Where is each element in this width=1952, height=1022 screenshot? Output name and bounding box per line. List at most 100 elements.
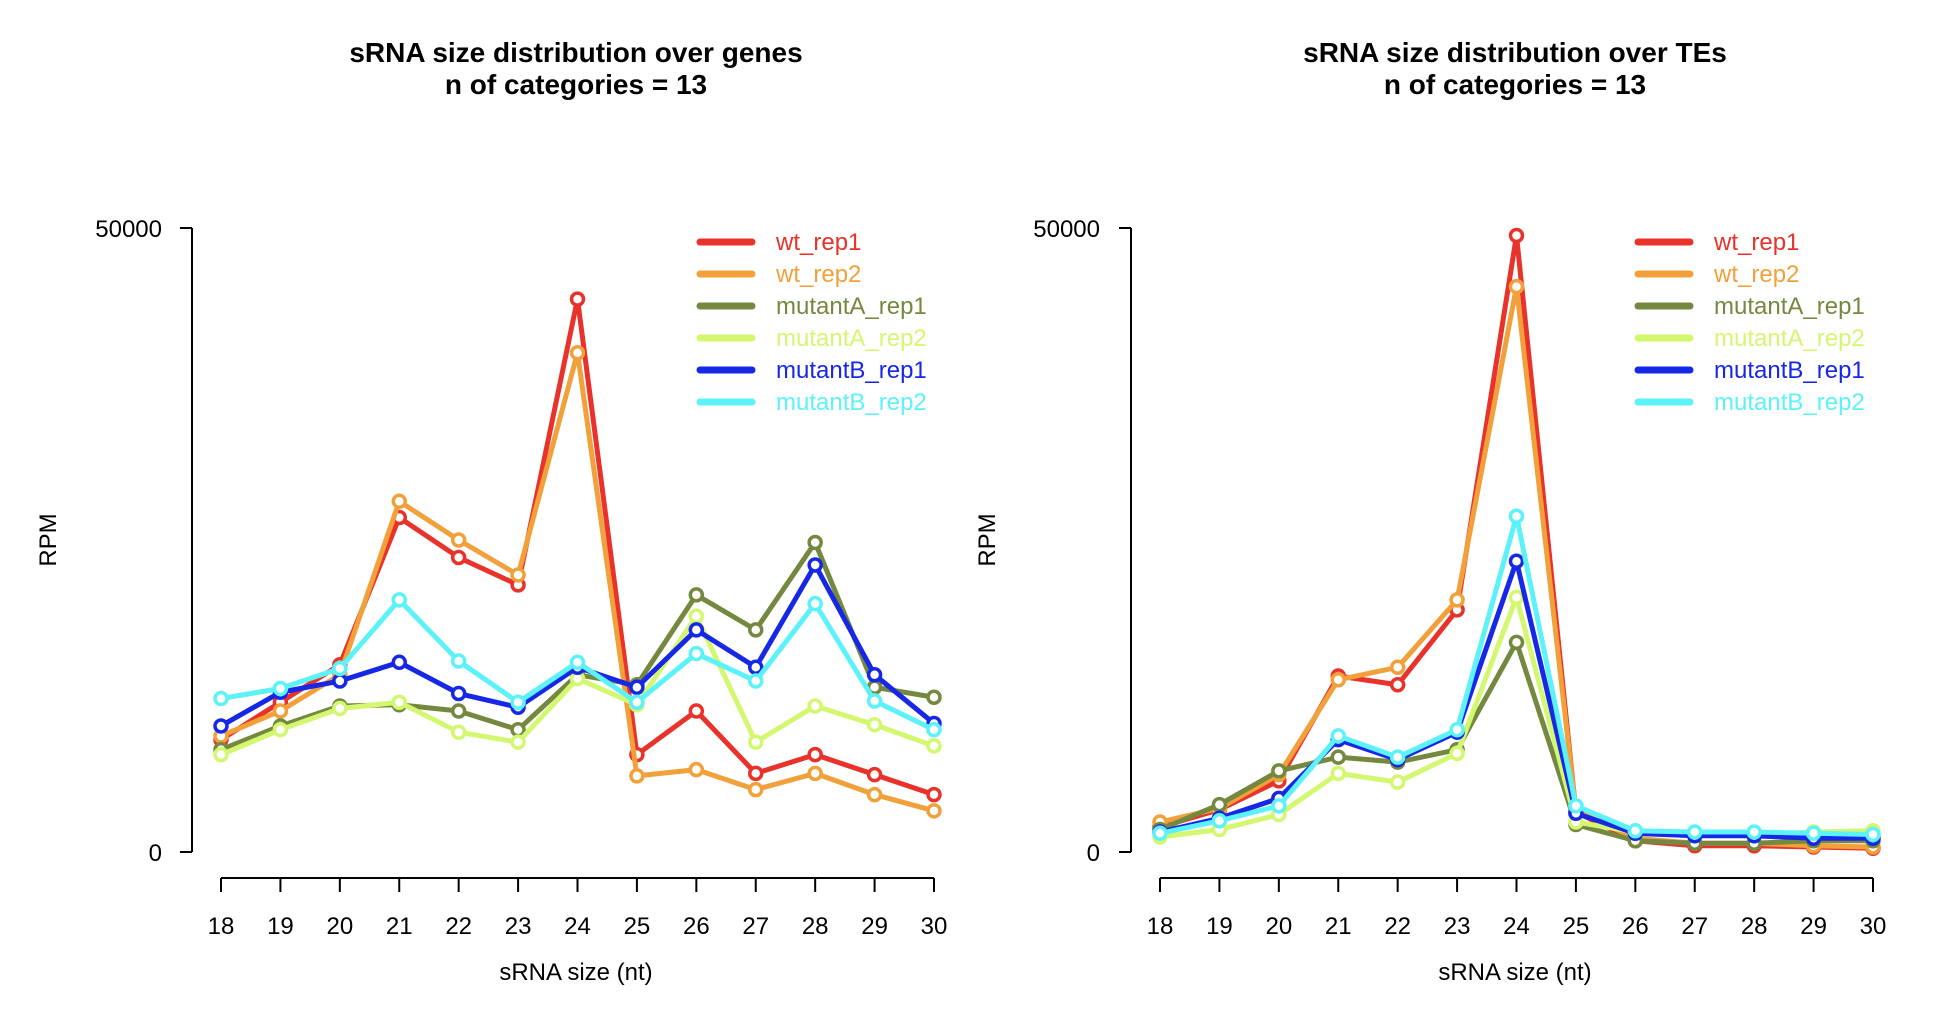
data-point-mutantA_rep2 xyxy=(1389,774,1406,790)
legend: wt_rep1 wt_rep2 mutantA_rep1 mutantA_rep2mu… xyxy=(1634,229,1865,416)
legend-label: wt_rep1 xyxy=(775,229,861,256)
data-point-mutantB_rep2 xyxy=(213,690,229,707)
data-point-wt_rep2 xyxy=(926,803,942,819)
data-point-wt_rep1 xyxy=(450,549,467,566)
data-point-wt_rep1 xyxy=(807,746,823,763)
data-point-mutantA_rep2 xyxy=(1330,765,1346,782)
data-point-mutantA_rep1 xyxy=(926,689,942,705)
data-point-mutantA_rep2 xyxy=(391,694,407,710)
data-point-wt_rep2 xyxy=(1389,659,1406,676)
data-point-mutantA_rep1 xyxy=(510,721,526,738)
x-tick-label: 28 xyxy=(802,913,829,940)
data-point-wt_rep2 xyxy=(272,703,289,719)
data-point-mutantB_rep2 xyxy=(1568,798,1584,814)
x-tick-label: 30 xyxy=(921,913,948,940)
data-point-mutantB_rep2 xyxy=(748,673,764,689)
data-point-mutantA_rep1 xyxy=(1508,634,1525,651)
data-point-mutantB_rep2 xyxy=(807,595,823,612)
legend-label: mutantA_rep1 xyxy=(776,293,927,320)
x-tick-label: 23 xyxy=(1444,913,1471,940)
legend-label: mutantB_rep2 xyxy=(1714,389,1865,416)
legend-label: wt_rep1 xyxy=(1713,229,1799,256)
data-point-wt_rep2 xyxy=(688,761,705,778)
data-point-mutantA_rep2 xyxy=(1508,589,1525,606)
data-point-wt_rep2 xyxy=(748,781,764,798)
data-point-mutantA_rep2 xyxy=(748,734,764,750)
data-point-mutantB_rep2 xyxy=(1508,508,1525,525)
data-point-wt_rep2 xyxy=(1508,278,1525,295)
data-point-mutantA_rep2 xyxy=(332,700,348,717)
legend-label: wt_rep2 xyxy=(1713,261,1799,288)
data-point-mutantA_rep1 xyxy=(450,703,467,719)
data-point-wt_rep2 xyxy=(807,765,823,782)
chart-title: sRNA size distribution over genes xyxy=(349,37,802,68)
data-point-wt_rep2 xyxy=(866,786,883,803)
x-tick-label: 29 xyxy=(1800,913,1827,940)
x-tick-label: 27 xyxy=(1681,913,1708,940)
data-point-mutantB_rep1 xyxy=(629,679,645,696)
data-point-wt_rep1 xyxy=(926,786,942,803)
x-tick-label: 22 xyxy=(445,913,472,940)
legend-label: wt_rep2 xyxy=(775,261,861,288)
data-point-wt_rep1 xyxy=(569,291,586,307)
x-tick-label: 26 xyxy=(683,913,710,940)
data-point-wt_rep2 xyxy=(569,345,586,361)
data-point-wt_rep1 xyxy=(748,765,764,782)
x-tick-label: 18 xyxy=(208,913,235,940)
y-tick-label: 50000 xyxy=(95,216,162,243)
legend-label: mutantB_rep2 xyxy=(776,389,927,416)
legend-label: mutantA_rep2 xyxy=(776,325,927,352)
y-axis-label: RPM xyxy=(974,513,1001,566)
data-point-mutantB_rep2 xyxy=(1330,728,1346,744)
data-point-mutantB_rep1 xyxy=(688,622,705,638)
legend-label: mutantA_rep2 xyxy=(1714,325,1865,352)
x-axis-ticks: 18 19 20 21 22 23 24 25 26 27 28 29 30 xyxy=(208,878,948,940)
data-point-mutantA_rep1 xyxy=(1271,763,1287,779)
x-tick-label: 30 xyxy=(1860,913,1887,940)
data-point-mutantA_rep1 xyxy=(688,587,705,603)
x-tick-label: 27 xyxy=(742,913,769,940)
chart-subtitle: n of categories = 13 xyxy=(445,69,707,100)
data-point-mutantB_rep2 xyxy=(1687,824,1703,840)
data-point-mutantB_rep2 xyxy=(510,694,526,710)
y-axis-label: RPM xyxy=(35,513,62,566)
x-axis-ticks: 18 19 20 21 22 23 24 25 26 27 28 29 30 xyxy=(1147,878,1887,940)
data-point-mutantB_rep2 xyxy=(569,654,586,671)
x-tick-label: 18 xyxy=(1147,913,1174,940)
x-axis-label: sRNA size (nt) xyxy=(1438,959,1591,986)
data-point-mutantB_rep1 xyxy=(213,718,229,734)
data-point-mutantB_rep2 xyxy=(1746,824,1762,840)
x-tick-label: 22 xyxy=(1384,913,1411,940)
x-tick-label: 21 xyxy=(1325,913,1352,940)
data-point-mutantB_rep1 xyxy=(807,557,823,573)
data-point-mutantB_rep2 xyxy=(1389,749,1406,765)
plot-area xyxy=(213,291,942,819)
data-point-mutantA_rep1 xyxy=(1211,796,1228,813)
data-point-wt_rep2 xyxy=(450,532,467,548)
data-point-mutantB_rep2 xyxy=(866,693,883,709)
x-tick-label: 26 xyxy=(1622,913,1649,940)
x-tick-label: 28 xyxy=(1741,913,1768,940)
chart-subtitle: n of categories = 13 xyxy=(1384,69,1646,100)
x-tick-label: 21 xyxy=(386,913,413,940)
x-axis-label: sRNA size (nt) xyxy=(499,959,652,986)
x-tick-label: 19 xyxy=(1206,913,1233,940)
x-tick-label: 25 xyxy=(1563,913,1590,940)
data-point-mutantA_rep1 xyxy=(748,622,764,638)
data-point-wt_rep1 xyxy=(1508,227,1525,244)
x-tick-label: 20 xyxy=(326,913,353,940)
data-point-mutantB_rep2 xyxy=(1211,813,1228,829)
data-point-mutantB_rep2 xyxy=(688,645,705,662)
data-point-mutantB_rep1 xyxy=(450,685,467,702)
data-point-wt_rep2 xyxy=(1330,672,1346,688)
data-point-mutantB_rep2 xyxy=(1805,825,1822,842)
x-tick-label: 23 xyxy=(505,913,532,940)
data-point-mutantA_rep2 xyxy=(866,716,883,733)
data-point-mutantB_rep2 xyxy=(1271,798,1287,814)
chart-genes: sRNA size distribution over genes n of c… xyxy=(35,37,947,986)
data-point-wt_rep1 xyxy=(1389,677,1406,693)
data-point-mutantB_rep2 xyxy=(926,721,942,738)
data-point-mutantA_rep2 xyxy=(450,724,467,740)
chart-title: sRNA size distribution over TEs xyxy=(1303,37,1727,68)
